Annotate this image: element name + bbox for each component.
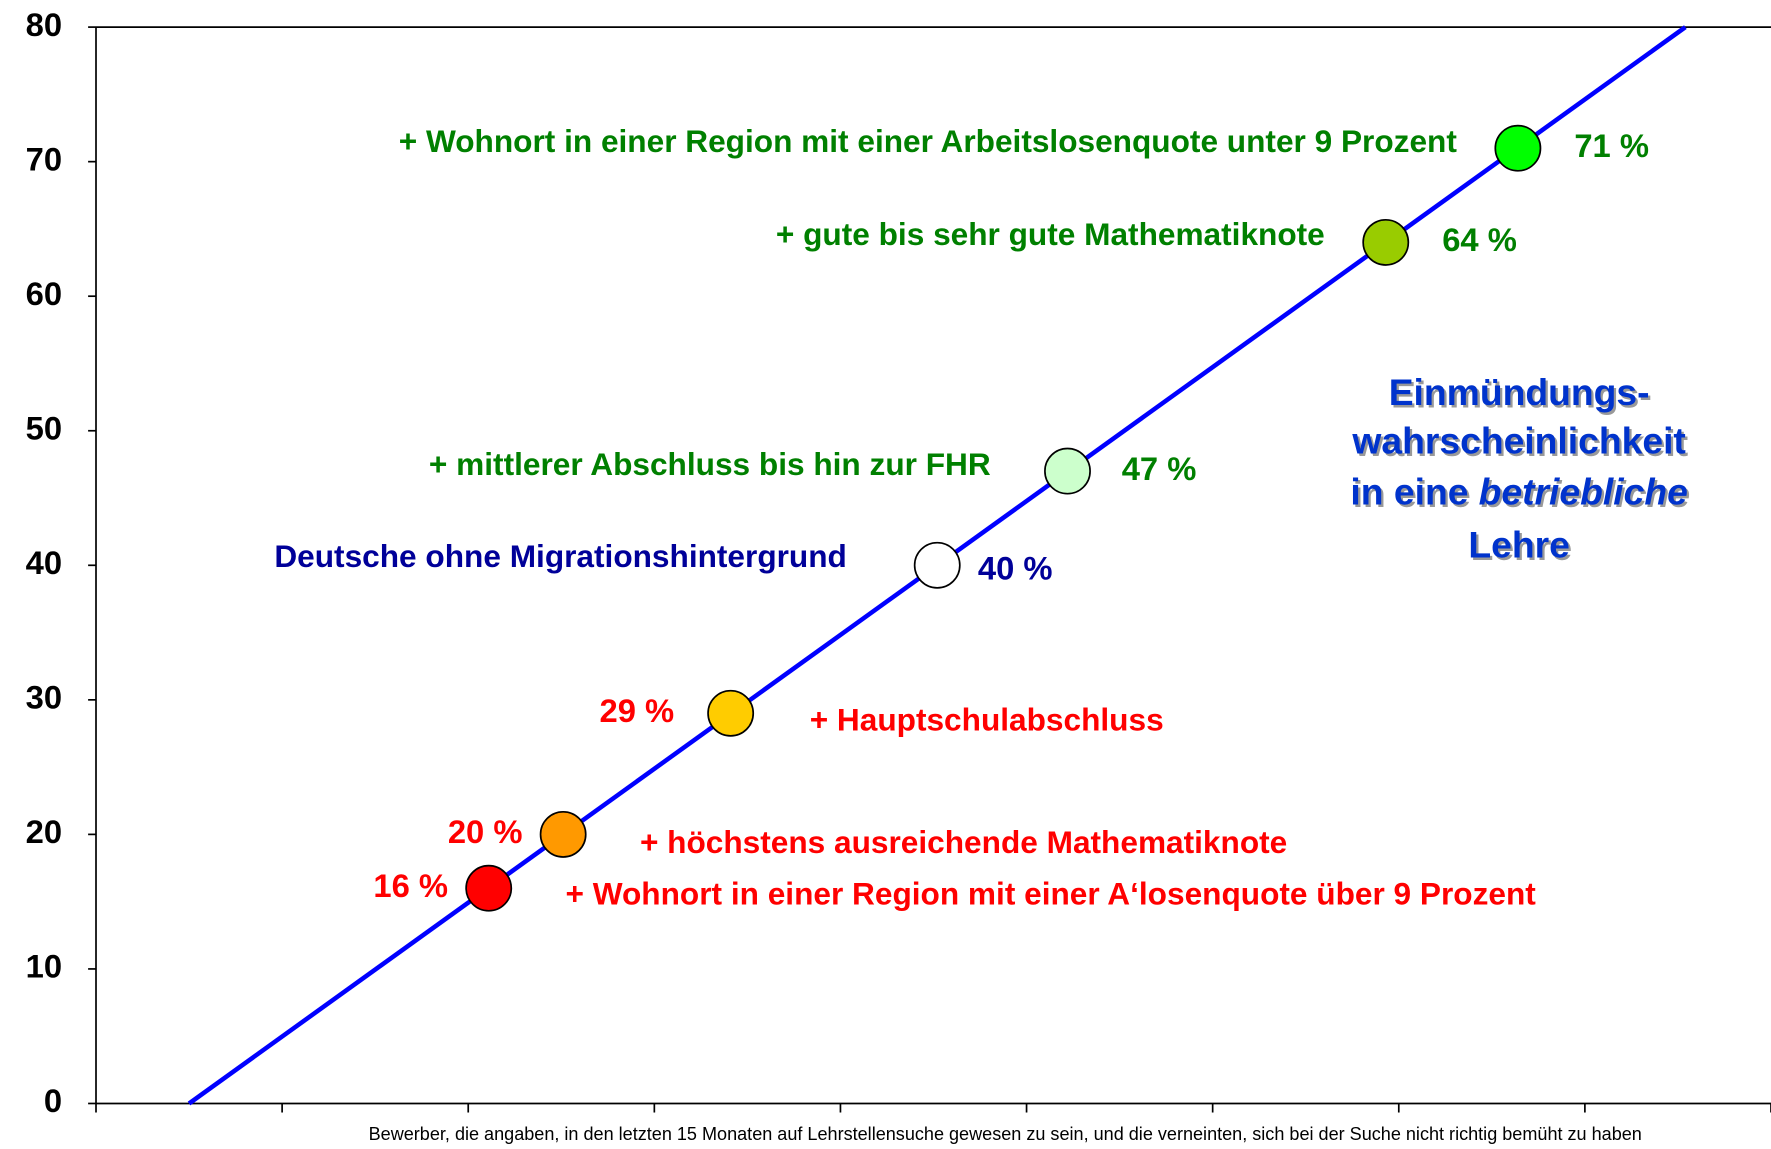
point [913, 541, 961, 589]
side-note-line: Lehre [1471, 526, 1572, 568]
point [1494, 124, 1542, 172]
y-tick-label: 60 [26, 275, 62, 312]
value-label: 16 % [373, 867, 448, 904]
y-tick-label: 50 [26, 409, 62, 446]
side-note-line: wahrscheinlichkeit [1351, 420, 1685, 462]
value-label: 29 % [600, 692, 675, 729]
side-note-line: wahrscheinlichkeit [1354, 422, 1688, 464]
point [707, 689, 755, 737]
annotation: + Hauptschulabschluss [810, 702, 1164, 738]
value-label: 20 % [448, 813, 523, 850]
annotation: + Wohnort in einer Region mit einer Arbe… [399, 123, 1458, 159]
y-tick-label: 30 [26, 678, 62, 715]
side-note-line: in eine betriebliche [1350, 471, 1687, 513]
y-tick-label: 0 [44, 1082, 62, 1119]
point [1362, 218, 1410, 266]
side-note-italic: betriebliche [1481, 473, 1690, 515]
side-note-line: Einmündungs- [1389, 371, 1650, 413]
side-note-line: Lehre [1468, 524, 1569, 566]
side-note: Einmündungs-wahrscheinlichkeit in eine bet… [1350, 371, 1690, 568]
annotation: + mittlerer Abschluss bis hin zur FHR [429, 446, 991, 482]
y-tick-label: 80 [26, 6, 62, 43]
point [465, 864, 513, 912]
y-tick-label: 70 [26, 140, 62, 177]
y-tick-label: 20 [26, 813, 62, 850]
value-label: 71 % [1574, 127, 1649, 164]
value-label: 47 % [1122, 450, 1197, 487]
side-note-italic: betriebliche [1479, 471, 1688, 513]
value-label: 40 % [978, 550, 1053, 587]
annotation: + gute bis sehr gute Mathematiknote [776, 216, 1325, 252]
y-tick-label: 40 [26, 544, 62, 581]
annotation: + Wohnort in einer Region mit einer A‘lo… [566, 875, 1537, 911]
side-note-line: Einmündungs- [1391, 373, 1652, 415]
side-note-text: in eine [1350, 471, 1468, 513]
y-tick-label: 10 [26, 948, 62, 985]
side-note-line: in eine betriebliche [1353, 473, 1690, 515]
x-axis-label: Bewerber, die angaben, in den letzten 15… [369, 1124, 1642, 1144]
annotation: + höchstens ausreichende Mathematiknote [640, 824, 1287, 860]
annotation: Deutsche ohne Migrationshintergrund [274, 538, 847, 574]
point [539, 810, 587, 858]
side-note-text: in eine [1353, 473, 1471, 515]
point [1044, 447, 1091, 495]
value-label: 64 % [1442, 221, 1517, 258]
